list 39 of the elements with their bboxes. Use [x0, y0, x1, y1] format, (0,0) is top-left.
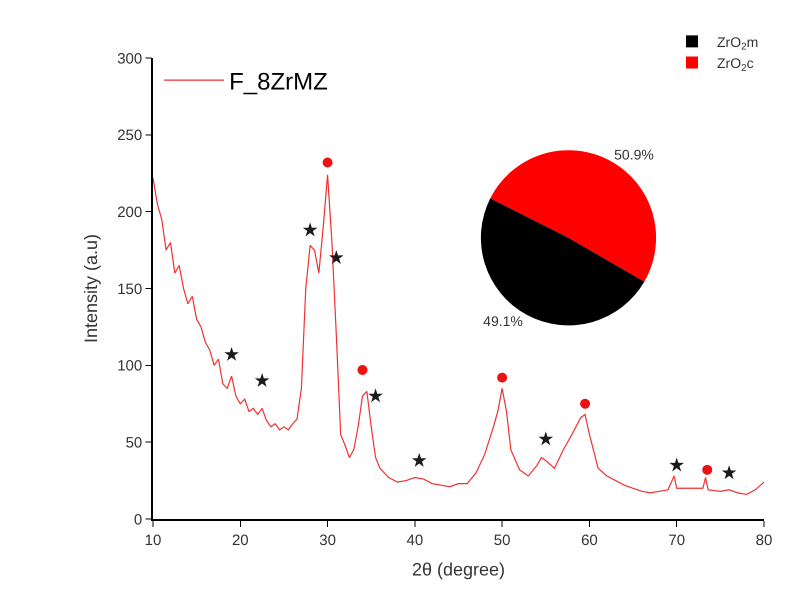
x-tick-label: 40: [406, 532, 424, 549]
y-tick-label: 200: [117, 204, 142, 221]
point: [368, 388, 383, 402]
point: [357, 364, 368, 375]
y-axis-title: Intensity (a.u): [80, 234, 101, 344]
x-tick-label: 70: [668, 532, 686, 549]
y-tick-label: 100: [117, 358, 142, 375]
point: [224, 346, 239, 361]
data-label: 50.9%: [614, 146, 654, 163]
data-label: 49.1%: [483, 313, 523, 330]
y-tick-label: 0: [134, 511, 142, 528]
point: [669, 458, 684, 472]
point: [322, 157, 333, 168]
legend-label: ZrO$_{2}$m: [717, 34, 758, 53]
x-tick-label: 10: [144, 532, 162, 549]
point: [538, 431, 554, 446]
legend-label: F_8ZrMZ: [229, 68, 328, 96]
point: [580, 398, 590, 409]
x-tick-label: 80: [756, 532, 772, 549]
point: [412, 452, 427, 467]
y-tick-label: 300: [117, 50, 142, 68]
line-series: [153, 174, 764, 496]
y-tick-label: 150: [117, 280, 142, 298]
x-axis-title: 2θ (degree): [412, 559, 506, 580]
point: [254, 373, 270, 387]
x-tick-label: 20: [232, 532, 249, 549]
point: [328, 250, 344, 264]
x-tick-label: 60: [581, 532, 598, 549]
point: [702, 464, 712, 475]
x-tick-label: 50: [494, 532, 510, 549]
point: [722, 465, 736, 480]
pie-slice: [480, 198, 644, 326]
y-tick-label: 50: [126, 434, 142, 452]
y-tick-label: 250: [117, 127, 142, 144]
legend-label: ZrO$_{2}$c: [717, 54, 754, 74]
x-tick-label: 30: [319, 532, 336, 549]
point: [302, 222, 318, 236]
point: [497, 372, 508, 383]
pie-slice: [490, 150, 656, 282]
